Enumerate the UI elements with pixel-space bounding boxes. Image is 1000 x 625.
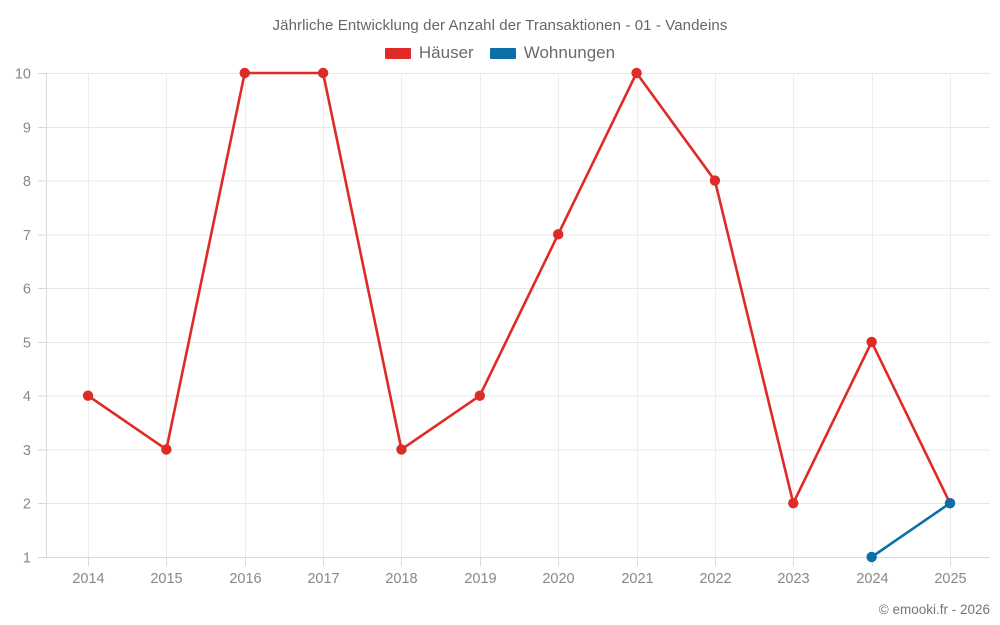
legend-item-hauser[interactable]: Häuser [384, 43, 474, 63]
data-point-marker[interactable] [317, 67, 329, 79]
x-axis-tick-label: 2024 [856, 571, 888, 587]
y-axis-tick-label: 9 [23, 120, 31, 136]
data-point-marker[interactable] [82, 390, 94, 401]
copyright-credit: © emooki.fr - 2026 [878, 602, 990, 617]
y-axis-tick-label: 1 [23, 551, 31, 567]
y-axis-tick-label: 4 [23, 389, 31, 405]
x-axis-tick-label: 2019 [464, 571, 496, 587]
data-point-marker[interactable] [788, 498, 799, 509]
x-axis-tick-label: 2014 [72, 571, 104, 587]
data-point-marker[interactable] [396, 444, 407, 455]
data-point-marker[interactable] [239, 67, 250, 79]
y-axis-tick-label: 10 [15, 67, 31, 83]
data-point-marker[interactable] [709, 175, 721, 186]
series-line-huser [86, 71, 952, 505]
legend-label-hauser: Häuser [418, 43, 474, 62]
chart-title: Jährliche Entwicklung der Anzahl der Tra… [272, 17, 728, 34]
y-axis-tick-label: 2 [23, 497, 31, 513]
x-axis-tick-label: 2016 [229, 571, 261, 587]
data-point-marker[interactable] [161, 444, 172, 455]
x-axis-tick-label: 2018 [385, 571, 417, 587]
x-axis-tick-label: 2022 [699, 571, 731, 587]
legend-swatch-wohnungen [489, 47, 516, 59]
data-point-marker[interactable] [944, 498, 956, 509]
x-axis-tick-label: 2015 [150, 571, 182, 587]
x-axis-tick-label: 2025 [934, 571, 966, 587]
data-point-marker[interactable] [474, 390, 486, 401]
data-point-marker[interactable] [866, 551, 877, 563]
x-axis-tick-label: 2021 [621, 571, 653, 587]
x-axis-tick-label: 2020 [542, 571, 574, 587]
y-axis-tick-label: 3 [23, 443, 31, 459]
data-point-marker[interactable] [866, 336, 877, 348]
y-axis-tick-label: 5 [23, 335, 31, 351]
x-axis-tick-label: 2017 [307, 571, 339, 587]
data-point-marker[interactable] [552, 229, 564, 240]
series-line-wohnungen [870, 501, 952, 559]
chart-legend: Häuser Wohnungen [0, 43, 1000, 63]
legend-item-wohnungen[interactable]: Wohnungen [489, 43, 616, 63]
y-axis-tick-label: 6 [23, 282, 31, 298]
x-axis-tick-label: 2023 [777, 571, 809, 587]
data-point-marker[interactable] [631, 67, 642, 79]
y-axis-tick-label: 8 [23, 174, 31, 190]
legend-label-wohnungen: Wohnungen [523, 43, 616, 62]
y-axis-tick-label: 7 [23, 228, 31, 244]
legend-swatch-hauser [384, 47, 411, 59]
